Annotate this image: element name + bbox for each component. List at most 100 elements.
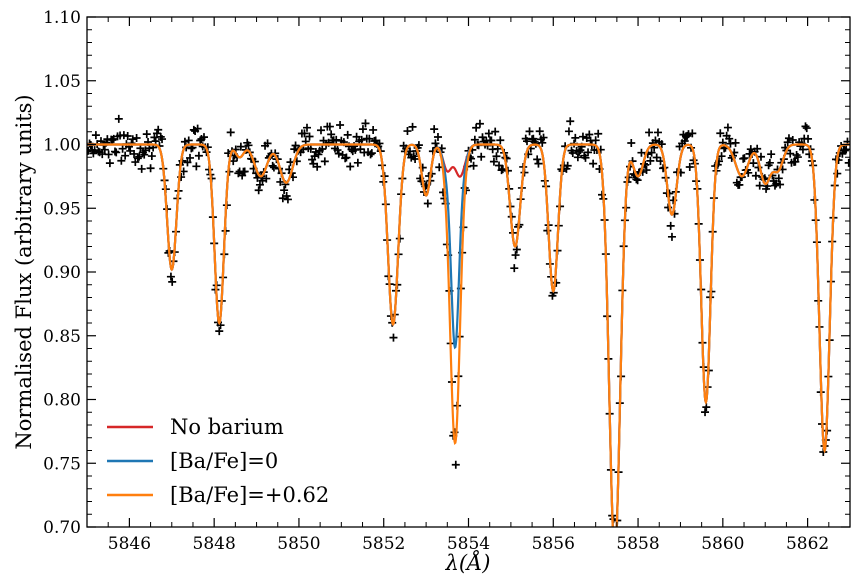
- observed-point: [369, 125, 378, 134]
- observed-point: [584, 148, 593, 157]
- observed-point: [786, 149, 795, 158]
- y-tick-label: 0.80: [43, 391, 81, 411]
- observed-point: [253, 173, 262, 182]
- observed-point: [255, 180, 264, 189]
- observed-point: [774, 174, 783, 183]
- observed-point: [539, 133, 548, 142]
- y-axis-ticks: 0.70 0.75 0.80 0.85 0.90 0.95 1.00 1.05 1.10: [43, 8, 850, 538]
- y-tick-label: 0.70: [43, 518, 81, 538]
- y-axis-title: Normalised Flux (arbitrary units): [12, 94, 36, 449]
- model-spectra: [87, 143, 850, 527]
- observed-point: [184, 136, 193, 145]
- observed-point: [215, 327, 224, 336]
- observed-point: [263, 139, 272, 148]
- observed-point: [487, 136, 496, 145]
- observed-point: [701, 408, 710, 417]
- observed-point: [573, 153, 582, 162]
- observed-point: [477, 152, 486, 161]
- observed-point: [194, 151, 203, 160]
- observed-point: [358, 125, 367, 134]
- observed-point: [511, 251, 520, 260]
- observed-point: [192, 162, 201, 171]
- observed-point: [132, 133, 141, 142]
- observed-point: [268, 161, 277, 170]
- observed-point: [366, 150, 375, 159]
- observed-point: [688, 129, 697, 138]
- observed-point: [240, 167, 249, 176]
- y-tick-label: 0.95: [43, 199, 81, 219]
- legend: No barium [Ba/Fe]=0 [Ba/Fe]=+0.62: [107, 415, 329, 507]
- observed-point: [798, 145, 807, 154]
- observed-point: [90, 146, 99, 155]
- observed-point: [717, 152, 726, 161]
- observed-point: [725, 134, 734, 143]
- observed-point: [168, 277, 177, 286]
- observed-point: [493, 144, 502, 153]
- observed-point: [591, 136, 600, 145]
- observed-point: [430, 125, 439, 134]
- observed-point: [770, 181, 779, 190]
- observed-point: [755, 181, 764, 190]
- observed-point: [114, 114, 123, 123]
- observed-point: [319, 136, 328, 145]
- observed-point: [749, 159, 758, 168]
- observed-point: [375, 139, 384, 148]
- observed-point: [791, 157, 800, 166]
- observed-point: [135, 152, 144, 161]
- observed-point: [783, 138, 792, 147]
- x-tick-label: 5860: [701, 534, 744, 554]
- observed-point: [236, 142, 245, 151]
- observed-point: [180, 137, 189, 146]
- x-tick-label: 5850: [277, 534, 320, 554]
- observed-point: [571, 133, 580, 142]
- observed-point: [414, 141, 423, 150]
- observed-point: [302, 123, 311, 132]
- observed-point: [683, 131, 692, 140]
- observed-point: [702, 403, 711, 412]
- observed-point: [306, 144, 315, 153]
- observed-point: [316, 126, 325, 135]
- observed-point: [332, 135, 341, 144]
- observed-point: [652, 153, 661, 162]
- observed-point: [840, 146, 849, 155]
- observed-point: [651, 136, 660, 145]
- observed-point: [91, 131, 100, 140]
- observed-point: [112, 148, 121, 157]
- observed-point: [262, 174, 271, 183]
- observed-point: [804, 134, 813, 143]
- observed-point: [411, 154, 420, 163]
- observed-point: [753, 144, 762, 153]
- observed-point: [735, 180, 744, 189]
- observed-point: [100, 145, 109, 154]
- observed-point: [226, 128, 235, 137]
- observed-point: [510, 264, 519, 273]
- observed-point: [105, 159, 114, 168]
- legend-label: [Ba/Fe]=0: [170, 449, 278, 473]
- observed-point: [108, 136, 117, 145]
- observed-point: [130, 149, 139, 158]
- observed-point: [740, 154, 749, 163]
- observed-point: [343, 130, 352, 139]
- observed-point: [433, 132, 442, 141]
- observed-point: [313, 162, 322, 171]
- y-tick-label: 1.10: [43, 8, 81, 28]
- observed-point: [844, 158, 850, 167]
- x-tick-label: 5862: [786, 534, 829, 554]
- x-tick-label: 5854: [447, 534, 490, 554]
- observed-point: [496, 136, 505, 145]
- observed-point: [767, 150, 776, 159]
- observed-point: [127, 139, 136, 148]
- y-tick-label: 1.00: [43, 136, 81, 156]
- observed-point: [535, 127, 544, 136]
- observed-point: [310, 152, 319, 161]
- observed-point: [653, 128, 662, 137]
- observed-point: [472, 123, 481, 132]
- observed-point: [189, 125, 198, 134]
- y-tick-label: 1.05: [43, 72, 81, 92]
- observed-point: [716, 129, 725, 138]
- x-tick-label: 5858: [616, 534, 659, 554]
- observed-point: [793, 153, 802, 162]
- observed-point: [469, 161, 478, 170]
- observed-point: [254, 186, 263, 195]
